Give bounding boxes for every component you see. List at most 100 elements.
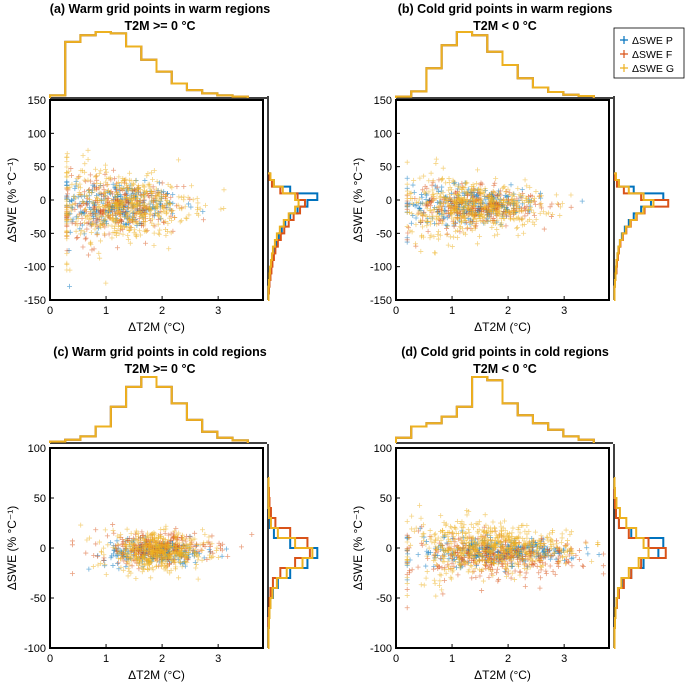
scatter-point [98,191,104,197]
scatter-point [421,173,427,179]
scatter-point [446,546,452,552]
scatter-point [249,532,255,537]
scatter-point [489,199,495,205]
scatter-point [121,558,127,564]
scatter-point [72,207,78,213]
scatter-point [133,178,139,184]
scatter-point [431,566,437,572]
scatter-point [89,247,95,253]
scatter-point [518,546,524,552]
scatter-point [443,548,449,554]
scatter-point [465,205,471,211]
scatter-point [497,203,503,209]
scatter-point [576,548,582,554]
scatter-point [445,533,451,539]
scatter-point [110,181,116,187]
scatter-point [488,537,494,543]
scatter-point [455,216,461,222]
scatter-point [462,203,468,209]
scatter-point [484,538,490,544]
scatter-point [137,197,143,203]
scatter-point [192,553,198,559]
scatter-point [168,537,174,543]
y-tick-label: -150 [370,295,392,307]
scatter-point [514,225,520,231]
scatter-point [495,555,501,561]
scatter-point [465,535,471,541]
right-histogram-line [267,172,300,301]
right-histogram-line [267,477,311,649]
scatter-point [194,542,200,548]
scatter-point [113,545,119,551]
scatter-point [163,543,169,549]
scatter-point [418,248,424,254]
scatter-point [98,560,104,566]
scatter-point [110,562,116,568]
scatter-point [158,188,164,194]
scatter-point [69,181,75,187]
scatter-point [529,193,535,199]
scatter-point [527,543,533,549]
scatter-point [466,540,472,546]
scatter-point [97,184,103,190]
scatter-point [202,531,208,537]
scatter-point [121,206,127,212]
scatter-point [434,210,440,216]
scatter-point [531,198,537,204]
legend-marker [620,64,628,72]
scatter-point [503,537,509,543]
scatter-point [213,548,219,554]
scatter-point [167,206,173,212]
scatter-point [141,536,147,542]
scatter-point [454,209,460,215]
scatter-point [163,523,169,529]
scatter-point [531,195,537,201]
scatter-point [483,522,489,528]
scatter-point [512,545,518,551]
scatter-point [460,529,466,535]
scatter-point [68,172,74,178]
y-axis-label: ΔSWE (% °C⁻¹) [351,506,365,590]
scatter-point [182,563,188,569]
scatter-point [589,558,595,564]
scatter-point [141,221,147,227]
scatter-point [503,566,509,572]
scatter-point [91,181,97,187]
scatter-point [135,562,141,568]
scatter-point [431,221,437,227]
scatter-point [88,230,94,236]
scatter-point [115,560,121,566]
scatter-point [517,559,523,565]
scatter-point [546,210,552,216]
scatter-point [447,210,453,216]
scatter-point [413,215,419,221]
scatter-point [133,530,139,536]
scatter-point [470,207,476,213]
scatter-point [506,568,512,574]
scatter-point [431,552,437,557]
scatter-point [515,204,521,210]
scatter-point [444,541,450,547]
scatter-point [218,206,224,212]
scatter-point [103,179,109,185]
scatter-point [111,167,117,173]
scatter-point [473,542,479,548]
scatter-point [509,199,515,205]
scatter-point [481,548,487,554]
scatter-point [81,229,87,235]
scatter-point [492,180,498,186]
scatter-point [84,537,90,543]
scatter-point [86,187,92,193]
scatter-point [186,546,192,552]
scatter-point [165,221,171,227]
scatter-point [486,213,492,219]
scatter-point [434,562,440,568]
scatter-point [469,227,475,233]
scatter-point [404,192,410,198]
scatter-point [525,546,531,552]
scatter-point [434,190,440,196]
scatter-point [444,225,450,231]
scatter-point [468,204,474,210]
scatter-point [124,219,130,225]
scatter-point [110,545,116,551]
